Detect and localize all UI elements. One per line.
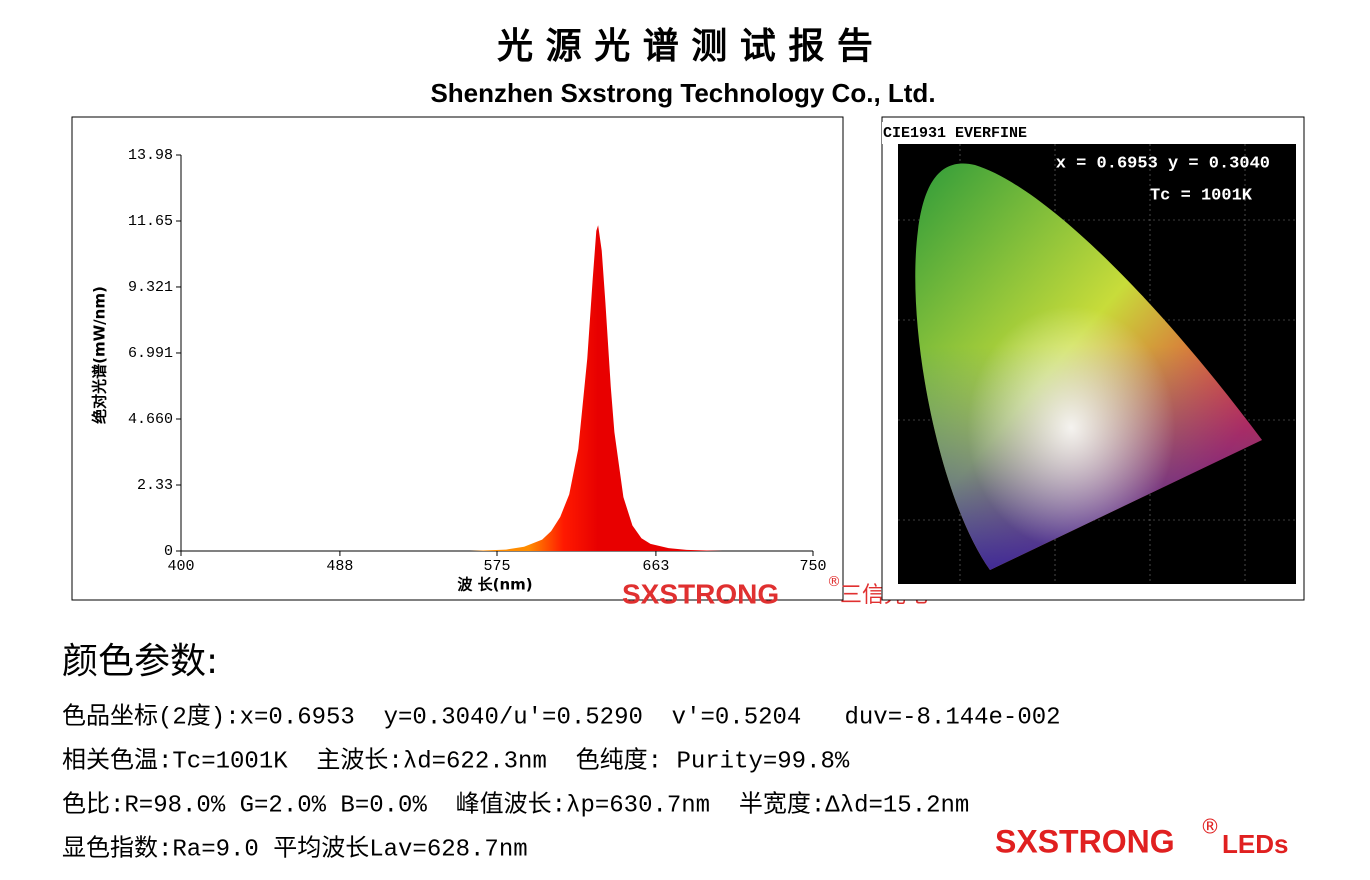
params: 色品坐标(2度):x=0.6953 y=0.3040/u'=0.5290 v'=… (62, 702, 1061, 863)
y-tick-label: 4.660 (128, 411, 173, 428)
cie-coords: x = 0.6953 y = 0.3040 (1056, 154, 1270, 173)
param-line: 显色指数:Ra=9.0 平均波长Lav=628.7nm (62, 834, 528, 863)
y-axis-label: 绝对光谱(mW/nm) (91, 286, 109, 424)
footer-suffix: LEDs (1222, 829, 1288, 859)
y-tick-label: 13.98 (128, 147, 173, 164)
x-tick-label: 400 (167, 558, 194, 575)
x-axis-label: 波 长(nm) (457, 576, 532, 594)
y-tick-label: 2.33 (137, 477, 173, 494)
subtitle: Shenzhen Sxstrong Technology Co., Ltd. (430, 78, 935, 108)
footer-reg: ® (1200, 815, 1220, 839)
spectrum-chart: 0 2.33 4.660 6.991 9.321 11.65 13.98 400 488 575 6… (128, 147, 827, 575)
param-line: 相关色温:Tc=1001K 主波长:λd=622.3nm 色纯度: Purity… (62, 746, 850, 775)
param-line: 色品坐标(2度):x=0.6953 y=0.3040/u'=0.5290 v'=… (62, 702, 1061, 731)
watermark-brand: SXSTRONG (622, 578, 779, 609)
watermark-reg: ® (827, 574, 841, 590)
y-tick-label: 6.991 (128, 345, 173, 362)
param-line: 色比:R=98.0% G=2.0% B=0.0% 峰值波长:λp=630.7nm… (62, 790, 969, 819)
y-tick-label: 9.321 (128, 279, 173, 296)
params-title: 颜色参数: (62, 641, 218, 682)
x-tick-label: 663 (642, 558, 669, 575)
cie-label: CIE1931 EVERFINE (883, 125, 1027, 142)
title: 光 源 光 谱 测 试 报 告 (497, 26, 873, 67)
footer-brand: SXSTRONG (995, 823, 1175, 859)
y-tick-label: 0 (164, 543, 173, 560)
cie-white (915, 163, 1262, 570)
y-tick-label: 11.65 (128, 213, 173, 230)
x-tick-label: 488 (326, 558, 353, 575)
cie-tc: Tc = 1001K (1150, 186, 1253, 205)
x-tick-label: 750 (799, 558, 826, 575)
cie-label-bg (882, 122, 1080, 144)
chart-frame (71, 116, 844, 601)
x-tick-label: 575 (483, 558, 510, 575)
